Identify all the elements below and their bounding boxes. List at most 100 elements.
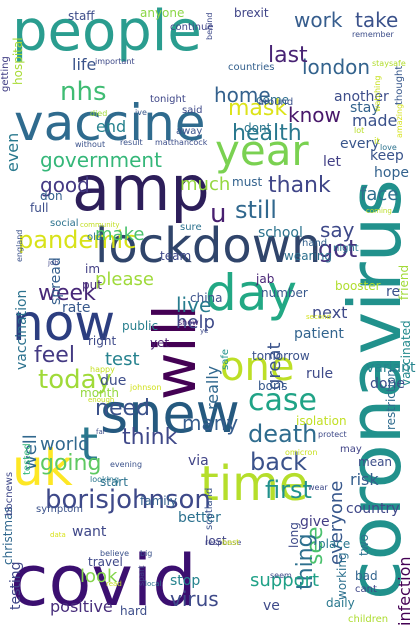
word-continue: continue — [170, 22, 213, 33]
word-number: number — [261, 286, 308, 300]
word-will: will — [141, 304, 209, 400]
word-pandemic: pandemic — [18, 226, 136, 254]
word-another: another — [334, 89, 389, 105]
word-give: give — [300, 514, 330, 530]
word-cant: cant — [355, 584, 377, 595]
word-full: full — [30, 201, 49, 215]
word-now: now — [12, 294, 115, 352]
word-family: family — [140, 494, 177, 508]
word-im: im — [85, 262, 100, 276]
word-big: big — [140, 549, 152, 558]
word-job: job — [47, 259, 59, 267]
word-without: without — [75, 140, 105, 149]
word-virus: virus — [170, 587, 219, 611]
word-face: face — [360, 184, 398, 205]
word-re: re — [386, 284, 400, 300]
word-better: better — [178, 510, 221, 526]
word-lockdown: lockdown — [95, 218, 321, 274]
word-local: local — [145, 580, 161, 588]
word-rule: rule — [306, 366, 333, 382]
word-second: second — [306, 313, 331, 321]
word-yet: yet — [150, 336, 169, 350]
word-year: year — [215, 126, 309, 175]
word-don: don — [40, 189, 63, 203]
word-good: good — [40, 173, 90, 197]
word-coming: coming — [366, 207, 392, 215]
word-infection: infection — [395, 556, 414, 626]
word-keep: keep — [370, 148, 404, 164]
word-next: next — [312, 303, 347, 322]
word-booster: booster — [335, 279, 381, 293]
word-london: london — [302, 55, 370, 79]
word-help: help — [176, 312, 215, 333]
word-may: may — [340, 444, 362, 455]
word-due: due — [100, 373, 126, 389]
word-ye: ye — [200, 327, 208, 335]
word-u: u — [210, 199, 226, 229]
word-see: see — [303, 526, 328, 565]
word-last: last — [268, 43, 308, 68]
word-think: think — [122, 425, 178, 450]
word-staff: staff — [68, 9, 95, 23]
word-thank: thank — [268, 173, 331, 198]
word-away: away — [176, 126, 202, 137]
word-bad: bad — [355, 569, 378, 583]
word-need: need — [95, 396, 150, 421]
word-please: please — [95, 269, 154, 290]
word-stay: stay — [350, 100, 380, 116]
word-coronavirus: coronavirus — [333, 179, 417, 600]
word-feel: feel — [34, 343, 75, 368]
word-two: two — [357, 534, 371, 556]
word-positive: positive — [50, 597, 113, 616]
word-every: every — [340, 136, 380, 152]
word-week: week — [38, 281, 96, 306]
word-tomorrow: tomorrow — [252, 349, 310, 363]
word-getting: getting — [0, 56, 11, 92]
word-team: team — [160, 249, 191, 263]
word-sure: sure — [180, 222, 202, 233]
word-love: love — [380, 143, 397, 152]
word-much: much — [180, 174, 230, 195]
word-lost: lost — [205, 534, 227, 548]
word-said: said — [182, 105, 202, 116]
word-work: work — [294, 8, 343, 32]
word-seem: seem — [270, 571, 292, 580]
word-jab: jab — [255, 272, 274, 286]
word-test: test — [105, 349, 140, 370]
word-spread: spread — [48, 257, 64, 305]
word-put: put — [82, 278, 102, 292]
word-hospital: hospital — [11, 37, 25, 85]
word-live: live — [176, 293, 211, 317]
word-important: important — [95, 57, 135, 66]
word-even: even — [3, 133, 22, 172]
word-daily: daily — [326, 596, 355, 610]
word-happy: happy — [90, 365, 115, 374]
word-matthancock: matthancock — [155, 138, 208, 147]
word-case: case — [248, 383, 317, 418]
word-testing: testing — [8, 561, 24, 610]
word-one: one — [220, 344, 294, 390]
word-start: start — [100, 475, 128, 489]
word-government: government — [40, 148, 162, 172]
word-day: day — [205, 264, 297, 322]
word-place: place — [318, 537, 350, 551]
word-remember: remember — [352, 30, 395, 39]
word-life: life — [72, 55, 96, 74]
word-believe: believe — [100, 549, 129, 558]
word-mean: mean — [358, 455, 392, 469]
word-long: long — [287, 522, 301, 548]
word-enough: enough — [88, 396, 114, 404]
word-via: via — [188, 453, 209, 469]
word-far: far — [96, 428, 106, 436]
word-spart: spart — [137, 565, 146, 586]
word-tonight: tonight — [150, 94, 186, 105]
word-tested: tested — [22, 443, 33, 475]
word-make: make — [95, 224, 144, 245]
word-time: time — [200, 456, 308, 512]
word-variant: variant — [366, 360, 416, 376]
word-home: home — [214, 83, 271, 107]
word-let: let — [323, 154, 342, 170]
word-best: best — [222, 538, 239, 547]
word-month: month — [80, 386, 119, 400]
word-going: going — [40, 451, 101, 476]
